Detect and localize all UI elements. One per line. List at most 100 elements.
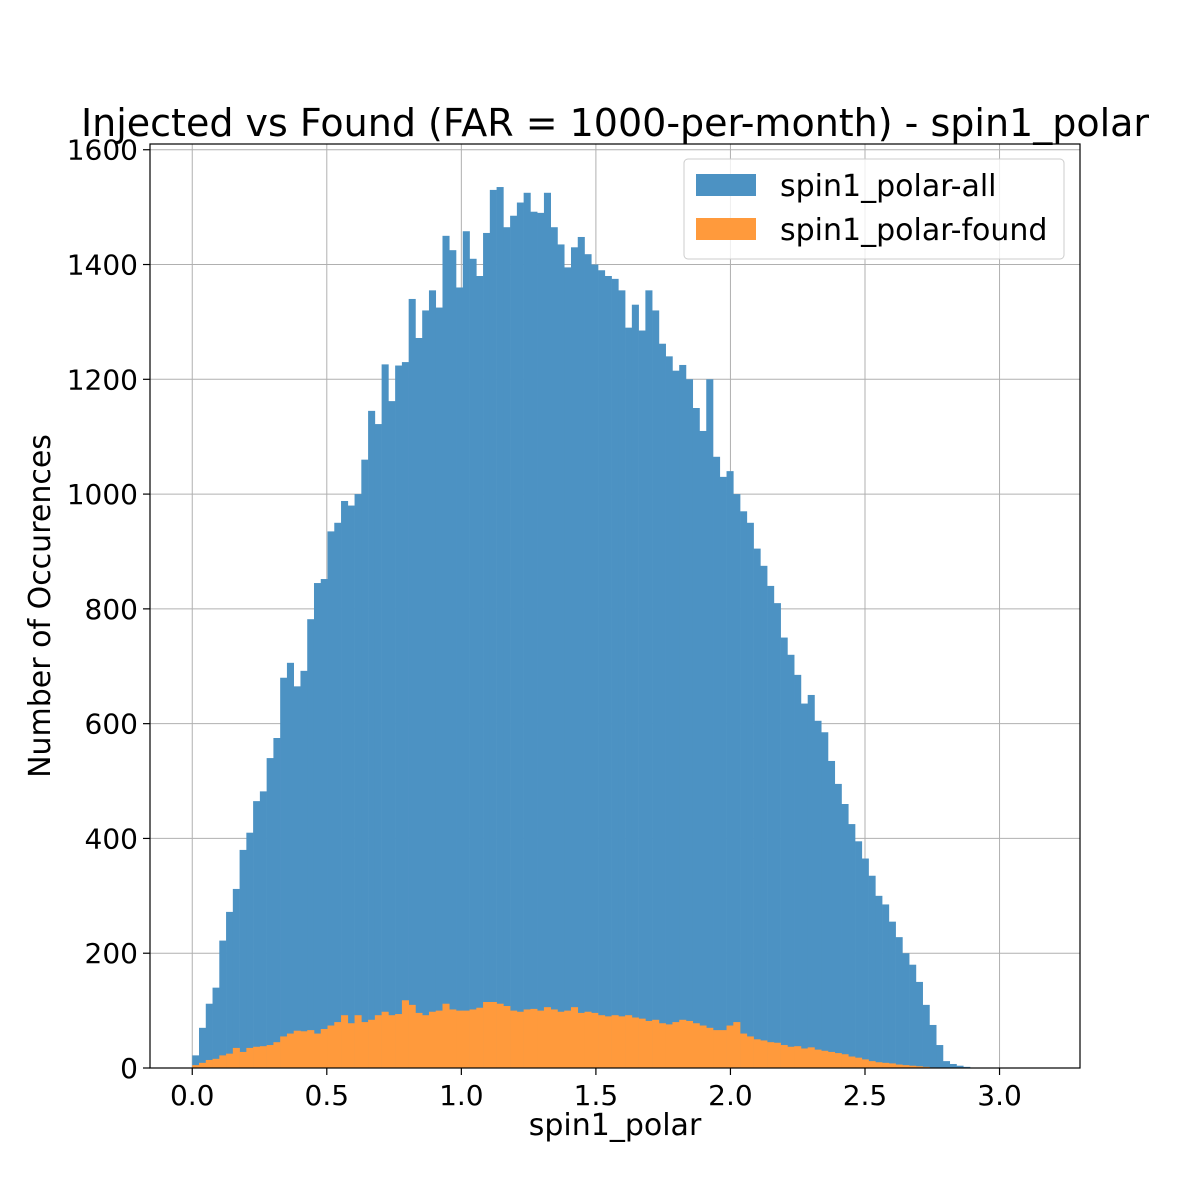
bar-found-54 bbox=[557, 1011, 565, 1068]
bar-all-89 bbox=[794, 674, 802, 1068]
bar-all-37 bbox=[442, 235, 450, 1069]
bar-found-21 bbox=[334, 1022, 342, 1068]
bar-all-22 bbox=[341, 500, 349, 1069]
bar-all-31 bbox=[401, 362, 409, 1069]
bar-found-61 bbox=[604, 1016, 612, 1068]
bar-all-72 bbox=[679, 364, 687, 1068]
bar-found-66 bbox=[638, 1018, 646, 1068]
legend-swatch-all bbox=[696, 174, 756, 196]
bar-all-112 bbox=[949, 1063, 957, 1068]
x-tick-label-2: 1.0 bbox=[439, 1079, 484, 1112]
bar-found-15 bbox=[293, 1030, 301, 1068]
bar-all-108 bbox=[922, 1004, 930, 1068]
bar-all-17 bbox=[307, 619, 315, 1068]
bar-all-5 bbox=[226, 911, 234, 1068]
bar-all-6 bbox=[232, 888, 240, 1068]
bar-found-57 bbox=[577, 1012, 585, 1068]
bar-found-23 bbox=[347, 1023, 355, 1068]
bar-found-28 bbox=[381, 1011, 389, 1068]
y-tick-label-6: 1200 bbox=[67, 363, 138, 396]
bar-found-96 bbox=[841, 1054, 849, 1068]
bar-found-50 bbox=[530, 1008, 538, 1068]
bar-all-24 bbox=[354, 494, 362, 1069]
bar-all-16 bbox=[300, 670, 308, 1068]
y-tick-label-1: 200 bbox=[85, 937, 138, 970]
bar-found-24 bbox=[354, 1015, 362, 1068]
bar-all-87 bbox=[780, 637, 788, 1068]
bar-all-62 bbox=[611, 278, 619, 1068]
bar-all-34 bbox=[422, 310, 430, 1068]
bar-found-92 bbox=[814, 1049, 822, 1068]
bar-all-47 bbox=[510, 215, 518, 1068]
bar-all-7 bbox=[239, 849, 247, 1068]
bar-all-101 bbox=[875, 895, 883, 1068]
bar-found-44 bbox=[489, 1002, 497, 1068]
bar-all-23 bbox=[347, 505, 355, 1069]
legend-label-all: spin1_polar-all bbox=[780, 169, 997, 204]
bar-all-54 bbox=[557, 244, 565, 1068]
bar-found-47 bbox=[510, 1010, 518, 1068]
bar-all-0 bbox=[192, 1055, 200, 1068]
bar-found-74 bbox=[692, 1023, 700, 1068]
bar-all-79 bbox=[726, 471, 734, 1068]
bar-all-59 bbox=[591, 264, 599, 1068]
bar-found-99 bbox=[861, 1059, 869, 1068]
bar-all-51 bbox=[537, 212, 545, 1068]
bar-found-38 bbox=[449, 1009, 457, 1068]
bar-found-76 bbox=[706, 1027, 714, 1068]
bar-found-70 bbox=[665, 1024, 673, 1068]
bar-all-27 bbox=[374, 424, 382, 1068]
bar-all-2 bbox=[205, 1003, 213, 1068]
bar-found-103 bbox=[888, 1063, 896, 1068]
x-axis-label: spin1_polar bbox=[529, 1108, 702, 1143]
bar-found-14 bbox=[286, 1033, 294, 1068]
bar-found-33 bbox=[415, 1012, 423, 1068]
bar-all-92 bbox=[814, 720, 822, 1068]
bar-found-85 bbox=[767, 1042, 775, 1068]
histogram-bars bbox=[192, 187, 971, 1069]
bar-found-106 bbox=[909, 1065, 917, 1068]
bar-found-29 bbox=[388, 1015, 396, 1068]
bar-all-41 bbox=[469, 258, 477, 1069]
bar-found-107 bbox=[915, 1066, 923, 1068]
bar-found-6 bbox=[232, 1047, 240, 1068]
bar-all-28 bbox=[381, 364, 389, 1069]
legend-swatch-found bbox=[696, 218, 756, 240]
bar-all-102 bbox=[882, 904, 890, 1068]
x-tick-label-1: 0.5 bbox=[305, 1079, 350, 1112]
bar-all-8 bbox=[246, 832, 254, 1068]
bar-found-5 bbox=[226, 1053, 234, 1068]
bar-all-85 bbox=[767, 585, 775, 1068]
bar-found-22 bbox=[341, 1015, 349, 1068]
bar-found-55 bbox=[564, 1010, 572, 1068]
bar-all-68 bbox=[652, 310, 660, 1068]
x-tick-label-3: 1.5 bbox=[574, 1079, 619, 1112]
bar-found-86 bbox=[773, 1042, 781, 1068]
legend-label-found: spin1_polar-found bbox=[780, 213, 1047, 248]
bar-all-74 bbox=[692, 408, 700, 1068]
bar-all-48 bbox=[516, 202, 524, 1068]
bar-found-59 bbox=[591, 1012, 599, 1068]
bar-found-56 bbox=[570, 1007, 579, 1068]
bar-all-43 bbox=[483, 232, 491, 1068]
bar-found-65 bbox=[631, 1017, 639, 1068]
bar-all-113 bbox=[956, 1065, 964, 1068]
bar-found-4 bbox=[219, 1055, 227, 1068]
bar-found-30 bbox=[395, 1014, 403, 1068]
bar-found-20 bbox=[327, 1025, 335, 1068]
bar-all-20 bbox=[327, 531, 335, 1068]
bar-found-46 bbox=[503, 1006, 511, 1068]
bar-all-40 bbox=[462, 231, 470, 1068]
bar-all-70 bbox=[665, 356, 673, 1068]
bar-all-33 bbox=[415, 337, 423, 1068]
bar-found-101 bbox=[875, 1062, 883, 1068]
bar-found-79 bbox=[726, 1025, 734, 1068]
y-tick-label-8: 1600 bbox=[67, 134, 138, 167]
bar-all-14 bbox=[286, 662, 294, 1068]
bar-all-45 bbox=[496, 187, 504, 1069]
bar-all-67 bbox=[645, 290, 653, 1068]
bar-found-9 bbox=[253, 1046, 261, 1068]
bar-all-96 bbox=[841, 804, 849, 1068]
bar-found-60 bbox=[598, 1015, 606, 1068]
bar-all-58 bbox=[584, 254, 592, 1069]
